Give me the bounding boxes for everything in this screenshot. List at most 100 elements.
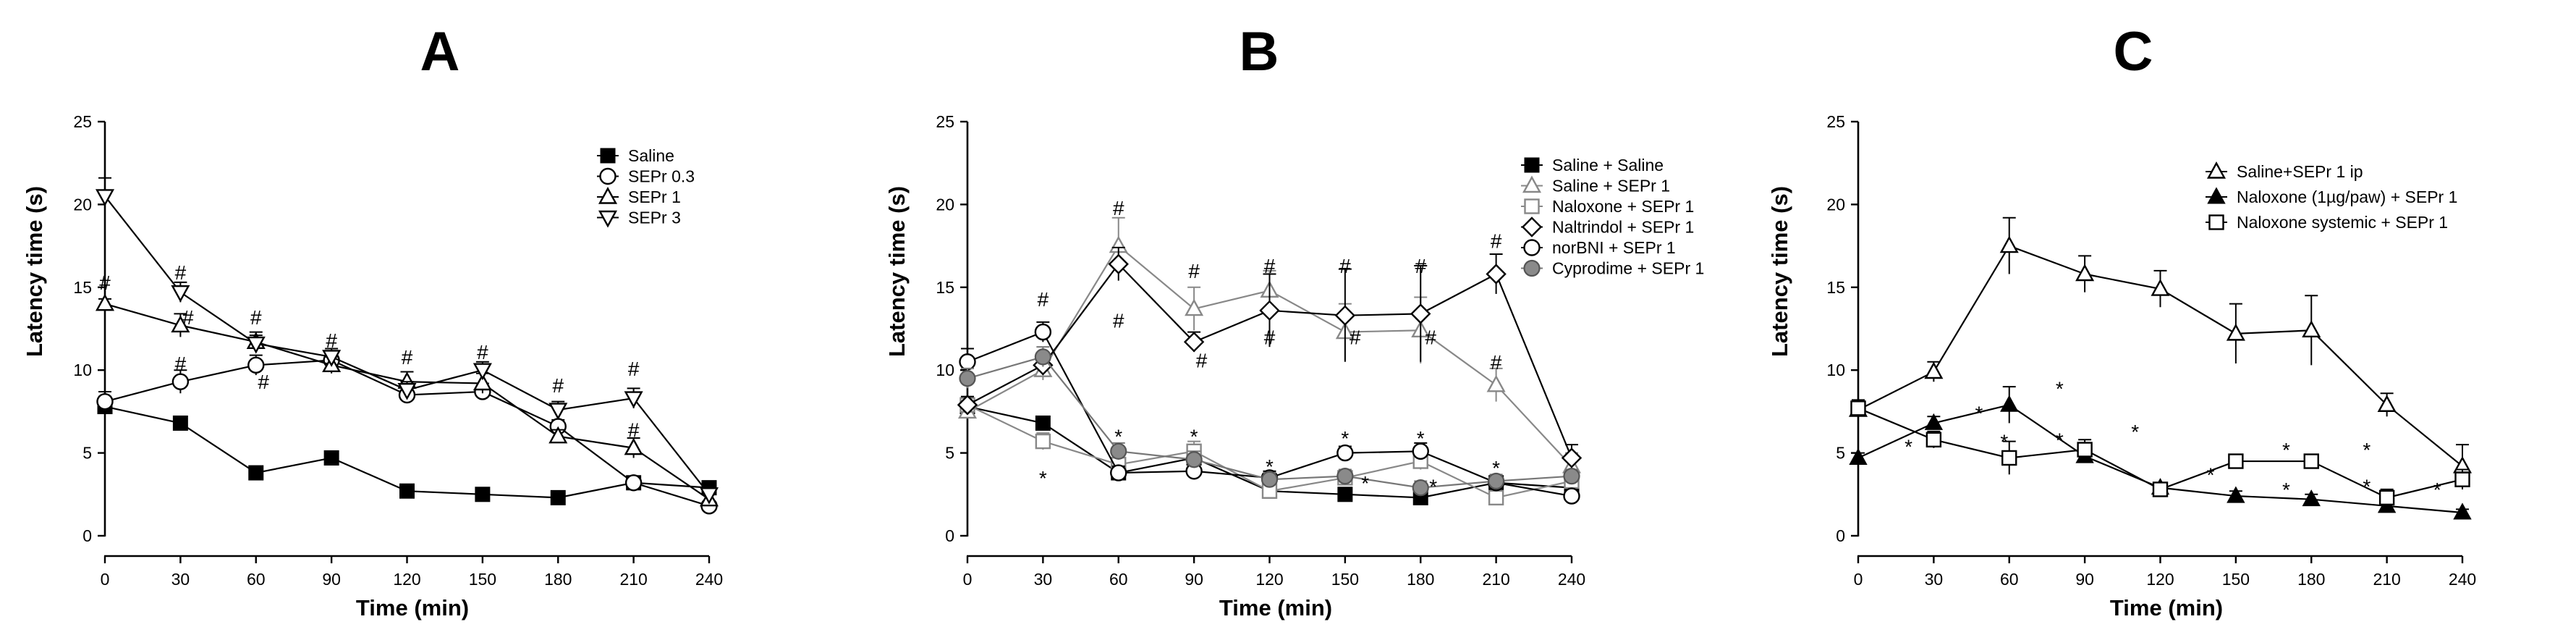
significance-marker: #	[1038, 288, 1049, 311]
panel-c: C Latency time (s) Time (min) 0 5 10 15 20 25…	[1767, 21, 2476, 620]
data-point	[2228, 453, 2244, 469]
significance-marker: *	[2000, 431, 2008, 453]
legend-swatch-marker	[600, 148, 616, 164]
significance-marker: *	[2363, 475, 2370, 497]
data-point	[1563, 468, 1580, 485]
significance-marker: #	[326, 329, 337, 352]
data-point	[399, 483, 415, 499]
data-point	[959, 370, 976, 387]
x-tick-label: 120	[2146, 570, 2174, 589]
significance-marker: #	[1196, 349, 1208, 371]
data-point	[2378, 489, 2395, 506]
significance-marker: #	[250, 306, 262, 329]
data-point	[2077, 442, 2093, 458]
data-point	[624, 437, 643, 455]
annotations: # # # # # # # # # # # #	[99, 261, 640, 441]
x-tick-label: 240	[1558, 570, 1585, 589]
annotations: # * # # * # # * # # * # # * * # # * * # # *	[1038, 197, 1502, 497]
y-axis-title: Latency time (s)	[884, 186, 910, 357]
data-point	[2151, 279, 2170, 296]
x-tick-label: 60	[2000, 570, 2019, 589]
x-tick-label: 0	[1854, 570, 1863, 589]
data-point	[2377, 395, 2397, 412]
x-tick-label: 240	[695, 570, 723, 589]
data-point	[1034, 323, 1052, 341]
significance-marker: *	[1039, 467, 1047, 489]
data-point	[1034, 348, 1051, 366]
legend-swatch-marker	[1523, 259, 1541, 277]
y-tick-label: 0	[945, 526, 954, 545]
data-point	[1849, 447, 1868, 465]
data-point	[2152, 481, 2169, 497]
data-point	[1412, 442, 1429, 460]
y-tick-label: 20	[73, 195, 92, 214]
data-point	[322, 350, 342, 367]
legend: Saline+SEPr 1 ip Naloxone (1µg/paw) + SEP…	[2206, 161, 2457, 232]
significance-marker: #	[175, 261, 187, 284]
significance-marker: #	[1491, 351, 1502, 374]
axes: 0 5 10 15 20 25 0 30 60 90 120 150 180 210 240	[936, 112, 1585, 589]
significance-marker: *	[2056, 377, 2064, 400]
x-tick-label: 90	[322, 570, 341, 589]
legend-label: Naltrindol + SEPr 1	[1552, 218, 1694, 237]
legend-swatch-marker	[1524, 198, 1540, 214]
y-tick-label: 5	[945, 444, 954, 463]
axes: 0 5 10 15 20 25 0 30 60 90 120 150 180 210 240	[1826, 112, 2476, 589]
significance-marker: *	[2131, 421, 2139, 443]
significance-marker: #	[258, 371, 269, 393]
x-tick-label: 120	[393, 570, 420, 589]
significance-marker: *	[1361, 472, 1369, 495]
legend-label: Saline	[628, 146, 674, 165]
data-point	[246, 336, 266, 354]
significance-marker: *	[2056, 429, 2064, 451]
legend-swatch-marker	[598, 210, 618, 228]
data-point	[2000, 395, 2019, 412]
significance-marker: *	[1417, 427, 1425, 450]
series-6	[959, 346, 1580, 497]
data-point	[624, 474, 643, 492]
legend-swatch-marker	[1524, 157, 1540, 173]
data-point	[1410, 303, 1431, 324]
x-tick-label: 30	[1034, 570, 1053, 589]
x-tick-label: 210	[2373, 570, 2400, 589]
data-point	[2226, 323, 2245, 341]
x-tick-label: 150	[1331, 570, 1359, 589]
significance-marker: #	[402, 346, 413, 369]
data-point	[171, 315, 190, 333]
legend: Saline + Saline Saline + SEPr 1 Naloxone +…	[1521, 156, 1704, 278]
significance-marker: #	[1264, 326, 1276, 348]
series-2	[1849, 386, 2472, 520]
x-tick-label: 240	[2449, 570, 2476, 589]
y-axis-title: Latency time (s)	[22, 186, 47, 357]
data-point	[397, 382, 417, 400]
data-point	[624, 391, 643, 409]
series-4	[95, 177, 719, 505]
x-tick-label: 30	[1925, 570, 1944, 589]
legend-swatch-marker	[2206, 161, 2227, 179]
y-tick-label: 0	[82, 526, 92, 545]
y-tick-label: 25	[936, 112, 954, 131]
x-tick-label: 0	[101, 570, 110, 589]
significance-marker: #	[1264, 255, 1276, 277]
data-point	[1035, 415, 1051, 431]
data-point	[1561, 447, 1583, 468]
legend-swatch-marker	[598, 187, 618, 204]
series-3	[959, 395, 1580, 506]
data-point	[1999, 235, 2019, 253]
significance-marker: *	[1429, 475, 1437, 497]
significance-marker: *	[2282, 439, 2290, 461]
x-tick-label: 180	[2297, 570, 2325, 589]
data-point	[1185, 451, 1203, 468]
axes: 0 5 10 15 20 25 0 30 60 90 120 150 180 210 240	[73, 112, 723, 589]
x-tick-label: 150	[2222, 570, 2250, 589]
significance-marker: #	[628, 358, 640, 380]
data-point	[171, 285, 190, 303]
x-tick-label: 120	[1255, 570, 1283, 589]
legend-label: Naloxone systemic + SEPr 1	[2237, 213, 2448, 232]
y-tick-label: 10	[73, 361, 92, 379]
significance-marker: #	[1188, 260, 1200, 282]
data-point	[1259, 300, 1280, 321]
significance-marker: *	[1492, 457, 1500, 479]
legend-label: SEPr 1	[628, 188, 681, 206]
data-point	[172, 415, 188, 431]
